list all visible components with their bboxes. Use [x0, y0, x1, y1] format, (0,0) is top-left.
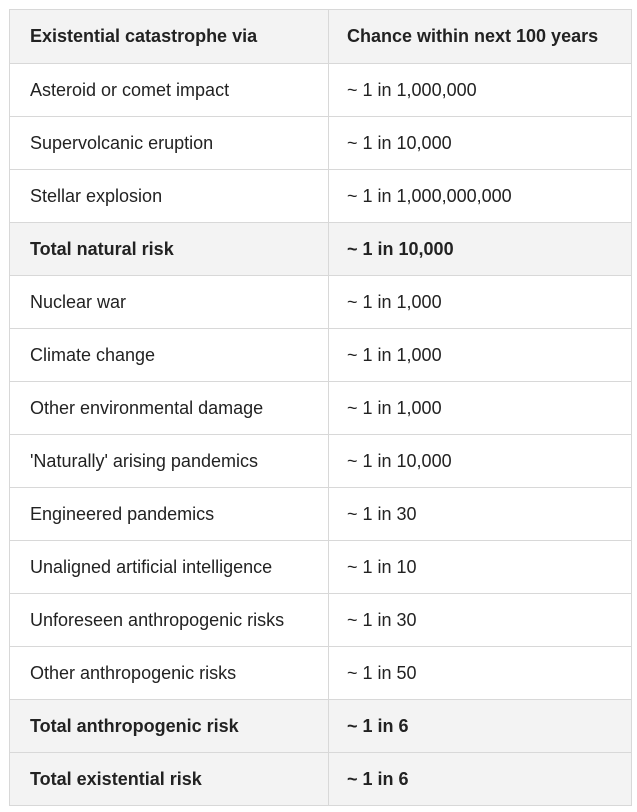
catastrophe-cell: Nuclear war	[9, 275, 329, 329]
catastrophe-cell: Engineered pandemics	[9, 487, 329, 541]
table-row-total: Total natural risk ~ 1 in 10,000	[9, 222, 632, 276]
existential-risk-table: Existential catastrophe via Chance withi…	[9, 9, 632, 806]
catastrophe-cell: Asteroid or comet impact	[9, 63, 329, 117]
chance-cell: ~ 1 in 10,000	[328, 222, 632, 276]
catastrophe-cell: Climate change	[9, 328, 329, 382]
chance-cell: ~ 1 in 30	[328, 487, 632, 541]
chance-cell: ~ 1 in 10,000	[328, 116, 632, 170]
table-header: Existential catastrophe via Chance withi…	[9, 9, 632, 64]
table-row: Stellar explosion ~ 1 in 1,000,000,000	[9, 169, 632, 223]
table-row-total: Total anthropogenic risk ~ 1 in 6	[9, 699, 632, 753]
chance-cell: ~ 1 in 10,000	[328, 434, 632, 488]
table-row: Supervolcanic eruption ~ 1 in 10,000	[9, 116, 632, 170]
catastrophe-cell: Supervolcanic eruption	[9, 116, 329, 170]
catastrophe-cell: Unaligned artificial intelligence	[9, 540, 329, 594]
catastrophe-cell: 'Naturally' arising pandemics	[9, 434, 329, 488]
catastrophe-cell: Other anthropogenic risks	[9, 646, 329, 700]
catastrophe-cell: Other environmental damage	[9, 381, 329, 435]
table-row: Other environmental damage ~ 1 in 1,000	[9, 381, 632, 435]
chance-cell: ~ 1 in 1,000,000,000	[328, 169, 632, 223]
table-row: Climate change ~ 1 in 1,000	[9, 328, 632, 382]
table-header-row: Existential catastrophe via Chance withi…	[9, 9, 632, 64]
chance-cell: ~ 1 in 6	[328, 699, 632, 753]
table-row-total: Total existential risk ~ 1 in 6	[9, 752, 632, 806]
chance-cell: ~ 1 in 6	[328, 752, 632, 806]
chance-cell: ~ 1 in 1,000	[328, 381, 632, 435]
table-row: Unforeseen anthropogenic risks ~ 1 in 30	[9, 593, 632, 647]
catastrophe-cell: Unforeseen anthropogenic risks	[9, 593, 329, 647]
catastrophe-cell: Total anthropogenic risk	[9, 699, 329, 753]
table-row: 'Naturally' arising pandemics ~ 1 in 10,0…	[9, 434, 632, 488]
table-row: Asteroid or comet impact ~ 1 in 1,000,000	[9, 63, 632, 117]
catastrophe-cell: Total existential risk	[9, 752, 329, 806]
column-header-chance: Chance within next 100 years	[328, 9, 632, 64]
table-row: Nuclear war ~ 1 in 1,000	[9, 275, 632, 329]
table-row: Engineered pandemics ~ 1 in 30	[9, 487, 632, 541]
table-body: Asteroid or comet impact ~ 1 in 1,000,000…	[9, 63, 632, 806]
catastrophe-cell: Stellar explosion	[9, 169, 329, 223]
chance-cell: ~ 1 in 30	[328, 593, 632, 647]
column-header-catastrophe: Existential catastrophe via	[9, 9, 329, 64]
chance-cell: ~ 1 in 10	[328, 540, 632, 594]
catastrophe-cell: Total natural risk	[9, 222, 329, 276]
chance-cell: ~ 1 in 50	[328, 646, 632, 700]
chance-cell: ~ 1 in 1,000	[328, 328, 632, 382]
table-row: Other anthropogenic risks ~ 1 in 50	[9, 646, 632, 700]
chance-cell: ~ 1 in 1,000,000	[328, 63, 632, 117]
chance-cell: ~ 1 in 1,000	[328, 275, 632, 329]
table-row: Unaligned artificial intelligence ~ 1 in …	[9, 540, 632, 594]
